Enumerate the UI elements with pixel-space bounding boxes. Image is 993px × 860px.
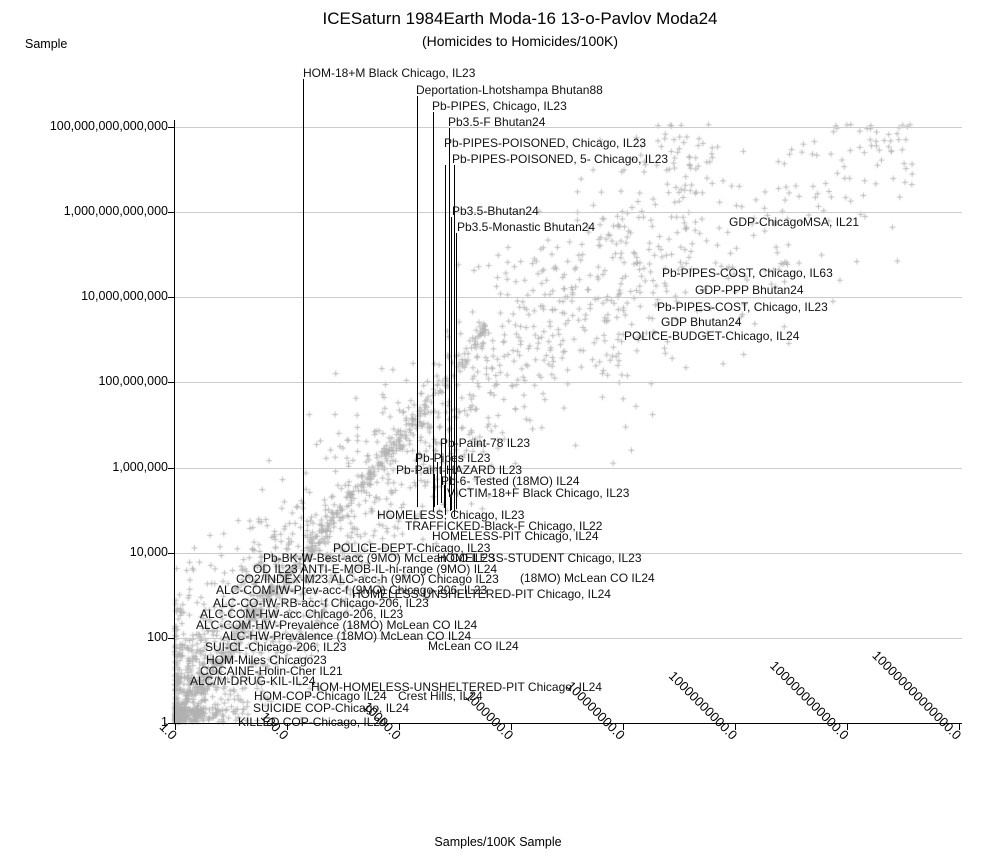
annotation-leader-line — [441, 447, 442, 503]
annotation-leader-line — [444, 485, 445, 508]
annotation-label: VICTIM-18+F Black Chicago, IL23 — [447, 486, 630, 500]
x-tick-mark — [623, 724, 624, 730]
y-tick-label: 100,000,000,000,000 — [49, 119, 168, 133]
annotation-leader-line — [454, 165, 455, 517]
annotation-label: CO2/INDEX-M23 ALC-acc-h (9MO) Chicago IL… — [236, 572, 499, 586]
annotation-label: KILLED COP-Chicago, IL24 — [238, 715, 387, 729]
annotation-label: SUICIDE COP-Chicago, IL24 — [253, 701, 410, 715]
annotation-label: Pb3.5-F Bhutan24 — [448, 115, 546, 129]
y-tick-mark — [168, 382, 174, 383]
annotation-label: McLean CO IL24 — [428, 639, 519, 653]
annotation-label: Pb-PIPES-POISONED, 5- Chicago, IL23 — [452, 152, 669, 166]
annotation-leader-line — [445, 165, 446, 515]
y-tick-mark — [168, 553, 174, 554]
annotation-leader-line — [456, 233, 457, 509]
y-axis-title: Sample — [25, 37, 68, 51]
gridline-horizontal — [175, 553, 962, 554]
y-tick-label: 1 — [161, 715, 168, 729]
annotation-label: Deportation-Lhotshampa Bhutan88 — [416, 83, 603, 97]
gridline-horizontal — [175, 468, 962, 469]
annotation-label: Crest Hills, IL24 — [398, 689, 483, 703]
chart-title: ICESaturn 1984Earth Moda-16 13-o-Pavlov … — [322, 9, 718, 28]
annotation-leader-line — [303, 79, 304, 600]
annotation-label: HOM-HOMELESS-UNSHELTERED-PIT Chicago, IL… — [311, 680, 602, 694]
x-axis-line — [174, 723, 962, 724]
y-tick-label: 100,000,000 — [98, 374, 168, 388]
annotation-label: GDP Bhutan24 — [661, 315, 742, 329]
annotation-label: ALC-COM-HW-acc Chicago-206, IL23 — [200, 607, 404, 621]
y-axis-line — [174, 120, 175, 724]
annotation-label: ALC-CO-IW-RB-acc-f Chicago-206, IL23 — [213, 596, 429, 610]
annotation-label: Pb-Pipes IL23 — [415, 451, 491, 465]
annotation-label: Pb-PIPES-COST, Chicago, IL63 — [662, 266, 833, 280]
gridline-horizontal — [175, 638, 962, 639]
annotation-label: HOMELESS-PIT Chicago, IL24 — [432, 529, 599, 543]
annotation-label: Pb-PIPES, Chicago, IL23 — [432, 99, 567, 113]
annotation-leader-line — [434, 474, 435, 507]
x-tick-mark — [399, 724, 400, 730]
y-tick-label: 100 — [147, 630, 168, 644]
chart-subtitle: (Homicides to Homicides/100K) — [421, 33, 619, 49]
annotation-label: Pb-PIPES-POISONED, Chicago, IL23 — [444, 136, 647, 150]
annotation-leader-line — [433, 112, 434, 512]
annotation-label: OD IL23 ANTI-E-MOB-IL-hi-range (9MO) IL2… — [253, 562, 498, 576]
annotation-label: HOMELESS-UNSHELTERED-PIT Chicago, IL24 — [352, 587, 611, 601]
x-tick-mark — [175, 724, 176, 730]
y-tick-label: 1,000,000 — [112, 460, 168, 474]
annotation-leader-line — [451, 217, 452, 510]
y-tick-label: 1,000,000,000,000 — [63, 204, 168, 218]
y-tick-mark — [168, 212, 174, 213]
annotation-label: HOMELESS-STUDENT Chicago, IL23 — [437, 551, 642, 565]
annotation-leader-line — [450, 497, 451, 511]
annotation-leader-line — [437, 462, 438, 505]
annotation-label: SUI-CL-Chicago-206, IL23 — [205, 640, 347, 654]
annotation-label: Pb-Paint-HAZARD IL23 — [396, 463, 523, 477]
annotation-label: POLICE-DEPT-Chicago, IL23 — [333, 541, 491, 555]
y-tick-mark — [168, 638, 174, 639]
x-tick-mark — [735, 724, 736, 730]
annotation-leader-line — [449, 128, 450, 497]
y-tick-mark — [168, 468, 174, 469]
y-tick-mark — [168, 723, 174, 724]
annotation-label: ALC-COM-IW-Prev-acc-f (9MO) Chicago-206,… — [216, 583, 488, 597]
annotation-label: Pb3.5-Monastic Bhutan24 — [457, 220, 596, 234]
y-tick-mark — [168, 297, 174, 298]
annotation-label: ALC/M-DRUG-KIL-IL24 — [190, 674, 316, 688]
annotation-label: ALC-COM-HW-Prevalence (18MO) McLean CO I… — [196, 618, 478, 632]
annotation-label: ALC-HW-Prevalence (18MO) McLean CO IL24 — [222, 629, 472, 643]
gridline-horizontal — [175, 212, 962, 213]
gridline-horizontal — [175, 297, 962, 298]
y-tick-mark — [168, 127, 174, 128]
annotation-label: HOMELESS, Chicago, IL23 — [377, 508, 525, 522]
gridline-horizontal — [175, 382, 962, 383]
annotation-label: Pb-Paint-78 IL23 — [440, 436, 531, 450]
gridline-horizontal — [175, 127, 962, 128]
annotation-label: HOM-18+M Black Chicago, IL23 — [303, 66, 476, 80]
x-tick-mark — [847, 724, 848, 730]
y-tick-label: 10,000,000,000 — [81, 289, 168, 303]
annotation-label: HOM-COP-Chicago IL24 — [254, 689, 387, 703]
annotation-label: POLICE-BUDGET-Chicago, IL24 — [624, 329, 800, 343]
annotation-label: Pb-BK-W-Best-acc (9MO) McLean CO IL23 — [263, 551, 495, 565]
annotation-label: GDP-PPP Bhutan24 — [695, 283, 804, 297]
annotation-label: Pb-6- Tested (18MO) IL24 — [441, 474, 580, 488]
annotation-label: TRAFFICKED-Black-F Chicago, IL22 — [405, 519, 603, 533]
annotation-label: Pb3.5-Bhutan24 — [452, 204, 539, 218]
x-tick-mark — [959, 724, 960, 730]
annotation-label: Pb-PIPES-COST, Chicago, IL23 — [657, 300, 828, 314]
annotation-label: COCAINE-Holin-Cher IL21 — [200, 664, 343, 678]
annotation-label: GDP-ChicagoMSA, IL21 — [729, 215, 860, 229]
annotation-label: (18MO) McLean CO IL24 — [520, 571, 655, 585]
x-tick-mark — [511, 724, 512, 730]
x-axis-title: Samples/100K Sample — [434, 835, 562, 849]
annotation-label: HOM-Miles Chicago23 — [206, 653, 327, 667]
y-tick-label: 10,000 — [129, 545, 168, 559]
annotation-leader-line — [417, 96, 418, 507]
x-tick-mark — [287, 724, 288, 730]
